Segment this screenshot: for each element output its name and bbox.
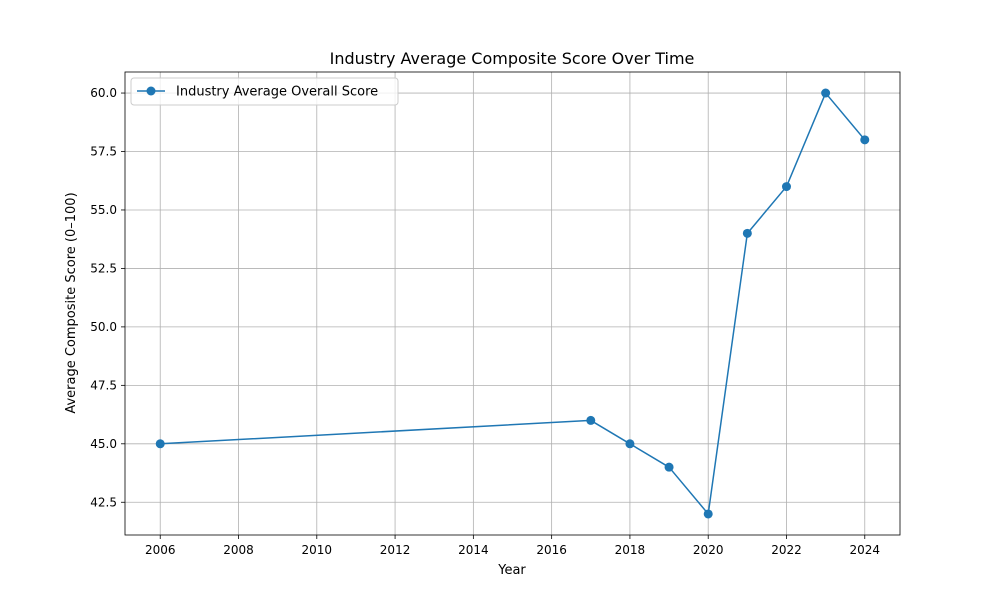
data-point-marker	[821, 88, 831, 98]
y-tick-label: 42.5	[90, 495, 117, 509]
legend-label: Industry Average Overall Score	[176, 85, 378, 100]
legend: Industry Average Overall Score	[130, 77, 399, 106]
series	[155, 88, 870, 519]
x-tick-label: 2014	[458, 543, 489, 557]
legend-marker-icon	[146, 86, 156, 96]
y-tick-label: 45.0	[90, 437, 117, 451]
x-tick-label: 2008	[223, 543, 254, 557]
data-point-marker	[781, 182, 791, 192]
chart-title: Industry Average Composite Score Over Ti…	[330, 49, 695, 68]
data-point-marker	[625, 439, 635, 449]
data-point-marker	[742, 228, 752, 238]
x-tick-label: 2012	[380, 543, 411, 557]
y-axis-label: Average Composite Score (0–100)	[64, 192, 79, 413]
data-point-marker	[155, 439, 165, 449]
x-tick-label: 2018	[615, 543, 646, 557]
grid	[125, 72, 900, 535]
y-tick-label: 60.0	[90, 86, 117, 100]
legend-box	[130, 77, 399, 106]
x-tick-label: 2022	[771, 543, 802, 557]
y-tick-label: 50.0	[90, 320, 117, 334]
plot-frame	[124, 71, 901, 536]
y-tick-label: 55.0	[90, 203, 117, 217]
x-tick-label: 2010	[302, 543, 333, 557]
x-tick-label: 2024	[849, 543, 880, 557]
x-tick-label: 2006	[145, 543, 176, 557]
y-tick-label: 52.5	[90, 261, 117, 275]
x-tick-label: 2016	[536, 543, 567, 557]
data-point-marker	[860, 135, 870, 145]
data-point-marker	[586, 415, 596, 425]
y-tick-label: 47.5	[90, 378, 117, 392]
data-point-marker	[703, 509, 713, 519]
x-tick-label: 2020	[693, 543, 724, 557]
data-point-marker	[664, 462, 674, 472]
y-tick-label: 57.5	[90, 145, 117, 159]
axes: 2006 2008 2010 2012 2014 2016 2018 2020 2022 2024…	[90, 71, 901, 557]
x-axis-label: Year	[497, 563, 526, 578]
